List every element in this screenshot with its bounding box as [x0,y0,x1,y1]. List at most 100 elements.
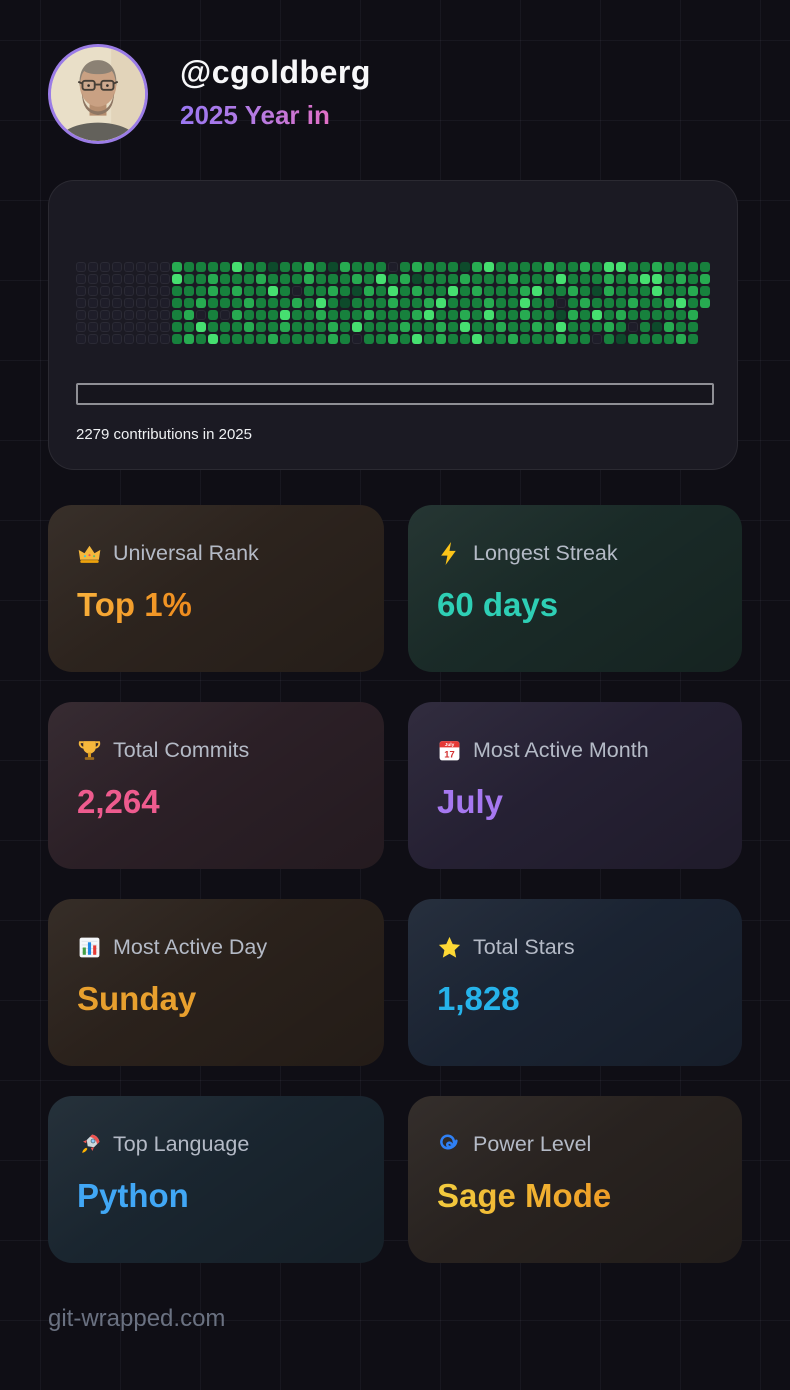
contribution-cell [184,286,194,296]
contribution-cell [220,262,230,272]
contribution-cell [628,298,638,308]
card-power-level: Power Level Sage Mode [408,1096,742,1263]
contribution-cell [100,322,110,332]
contribution-cell [160,274,170,284]
site-footer: git-wrapped.com [48,1305,226,1332]
contribution-cell [292,322,302,332]
contribution-cell [652,310,662,320]
contribution-cell [244,262,254,272]
contribution-cell [100,286,110,296]
contribution-cell [472,322,482,332]
contribution-cell [448,262,458,272]
contribution-cell [280,334,290,344]
contribution-cell [184,334,194,344]
contribution-cell [268,334,278,344]
contribution-cell [688,298,698,308]
contribution-cell [652,334,662,344]
contribution-cell [508,262,518,272]
contribution-cell [508,322,518,332]
contribution-cell [604,262,614,272]
contribution-cell [448,286,458,296]
contribution-cell [304,298,314,308]
contribution-cell [472,334,482,344]
contribution-cell [640,286,650,296]
contribution-cell [232,334,242,344]
contribution-cell [316,298,326,308]
contribution-cell [424,286,434,296]
contribution-cell [676,262,686,272]
contribution-cell [100,334,110,344]
contribution-cell [412,322,422,332]
contribution-cell [640,334,650,344]
contribution-cell [280,286,290,296]
contribution-cell [220,322,230,332]
contribution-cell [592,262,602,272]
header-text: @cgoldberg 2025 Year in [180,44,371,144]
svg-text:17: 17 [444,750,454,760]
contribution-cell [376,274,386,284]
contribution-cell [496,286,506,296]
contribution-cell [448,334,458,344]
contribution-cell [508,298,518,308]
contribution-cell [436,334,446,344]
contribution-cell [544,286,554,296]
contribution-cell [568,286,578,296]
contribution-cell [676,310,686,320]
contribution-cell [220,334,230,344]
contribution-cell [220,298,230,308]
contribution-cell [88,274,98,284]
contribution-cell [172,262,182,272]
contribution-cell [196,310,206,320]
contribution-cell [352,286,362,296]
stat-label-text: Total Commits [113,738,250,762]
contribution-cell [532,274,542,284]
contribution-cell [556,310,566,320]
contribution-cell [124,310,134,320]
contribution-cell [232,310,242,320]
contribution-cell [244,334,254,344]
contribution-cell [664,274,674,284]
contribution-cell [352,310,362,320]
contribution-cell [400,274,410,284]
contribution-cell [76,310,86,320]
contribution-cell [436,322,446,332]
contribution-cell [76,322,86,332]
contribution-cell [472,262,482,272]
contribution-cell [208,262,218,272]
contribution-cell [172,310,182,320]
contribution-cell [592,298,602,308]
contribution-cell [316,310,326,320]
contribution-cell [484,310,494,320]
contribution-cell [520,262,530,272]
contribution-cell [268,274,278,284]
contribution-cell [88,262,98,272]
contribution-cell [208,298,218,308]
contribution-cell [124,298,134,308]
contribution-cell [580,298,590,308]
contribution-cell [688,322,698,332]
contribution-cell [424,298,434,308]
card-universal-rank: Universal Rank Top 1% [48,505,384,672]
contribution-cell [532,334,542,344]
contribution-cell [124,334,134,344]
contribution-cell [424,334,434,344]
stat-label-text: Top Language [113,1132,250,1156]
contribution-cell [364,334,374,344]
stat-label-text: Longest Streak [473,541,618,565]
contribution-cell [460,322,470,332]
contribution-cell [76,298,86,308]
contribution-cell [352,322,362,332]
contribution-cell [148,286,158,296]
contribution-cell [496,322,506,332]
contribution-cell [112,334,122,344]
contribution-cell [76,286,86,296]
card-total-stars: Total Stars 1,828 [408,899,742,1066]
contribution-cell [424,274,434,284]
contribution-cell [112,298,122,308]
contribution-cell [688,274,698,284]
contribution-cell [700,286,710,296]
contribution-grid [76,262,710,344]
contribution-cell [328,334,338,344]
contribution-cell [532,310,542,320]
contribution-cell [436,286,446,296]
